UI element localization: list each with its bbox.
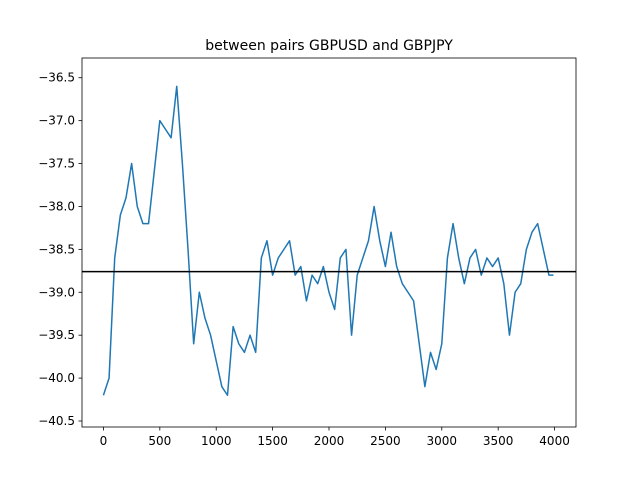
plot-frame xyxy=(81,57,577,428)
x-tick-label: 2500 xyxy=(370,434,401,448)
y-tick-label: −38.0 xyxy=(38,199,75,213)
x-tick-label: 1000 xyxy=(201,434,232,448)
x-tick-label: 3000 xyxy=(427,434,458,448)
chart-title: between pairs GBPUSD and GBPJPY xyxy=(205,38,453,54)
x-tick-label: 3500 xyxy=(483,434,514,448)
y-tick-label: −40.0 xyxy=(38,371,75,385)
x-tick-label: 4000 xyxy=(539,434,570,448)
data-line xyxy=(102,85,554,396)
y-tick-label: −37.0 xyxy=(38,114,75,128)
x-tick-label: 1500 xyxy=(257,434,288,448)
y-tick-label: −40.5 xyxy=(38,414,75,428)
x-tick-label: 500 xyxy=(148,434,171,448)
y-tick-label: −39.5 xyxy=(38,328,75,342)
y-tick-label: −36.5 xyxy=(38,71,75,85)
y-tick-label: −37.5 xyxy=(38,157,75,171)
x-tick-label: 0 xyxy=(100,434,108,448)
y-tick-label: −38.5 xyxy=(38,242,75,256)
x-tick-label: 2000 xyxy=(314,434,345,448)
y-tick-label: −39.0 xyxy=(38,285,75,299)
